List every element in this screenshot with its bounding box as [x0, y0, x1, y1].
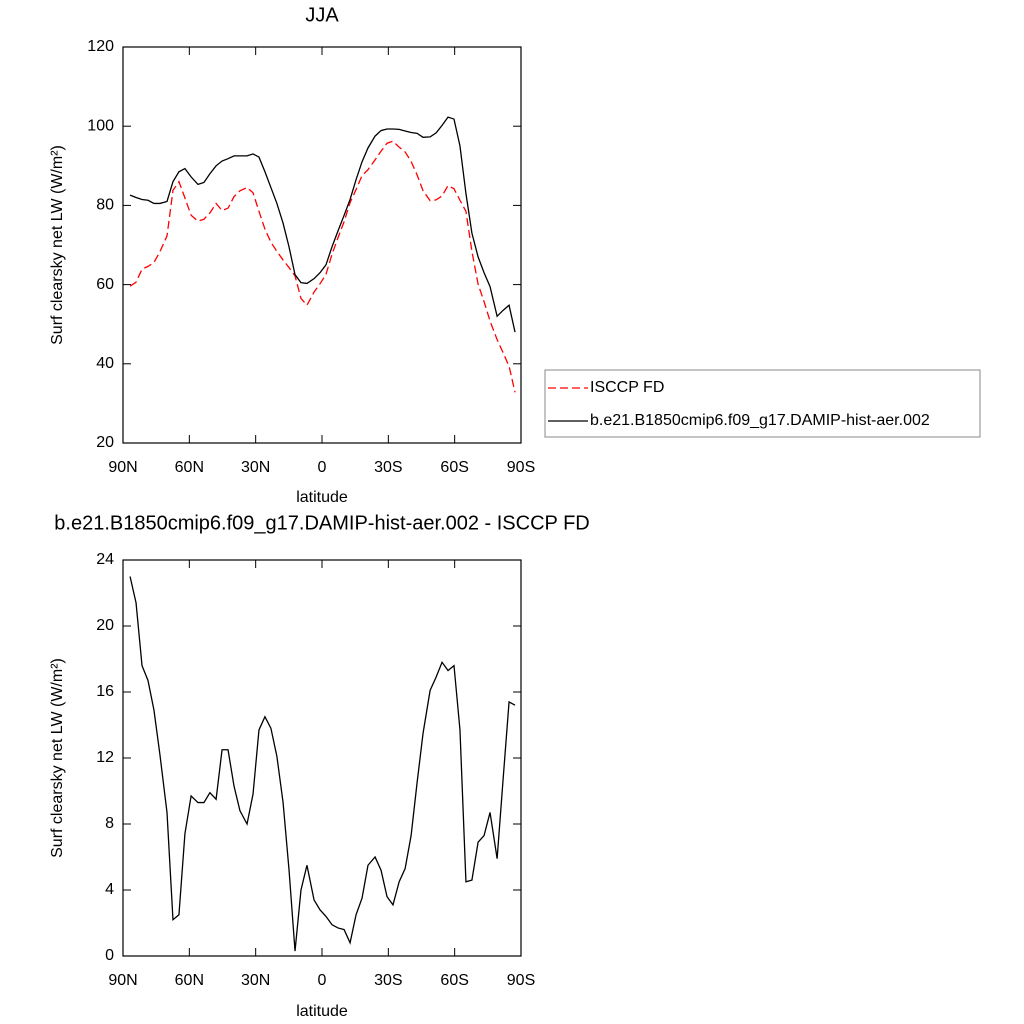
y-tick-label: 20	[96, 617, 114, 634]
y-axis-label: Surf clearsky net LW (W/m²)	[49, 145, 66, 345]
legend-box	[544, 369, 981, 438]
y-tick-label: 60	[96, 276, 114, 293]
x-tick-label: 30S	[374, 972, 402, 989]
x-tick-label: 30N	[241, 972, 270, 989]
x-tick-label: 60N	[175, 459, 204, 476]
plot-frame	[122, 46, 522, 444]
y-tick-label: 16	[96, 683, 114, 700]
chart-title: b.e21.B1850cmip6.f09_g17.DAMIP-hist-aer.…	[54, 512, 589, 534]
x-tick-label: 60S	[440, 459, 468, 476]
x-axis-label: latitude	[296, 489, 348, 506]
x-tick-label: 60S	[440, 972, 468, 989]
series-line	[129, 116, 516, 333]
legend: ISCCP FD b.e21.B1850cmip6.f09_g17.DAMIP-h…	[544, 369, 981, 438]
plot-frame	[122, 559, 522, 957]
y-tick-label: 0	[105, 947, 114, 964]
x-tick-label: 90N	[108, 972, 137, 989]
x-tick-label: 90S	[507, 459, 535, 476]
y-tick-label: 20	[96, 434, 114, 451]
x-tick-label: 90N	[108, 459, 137, 476]
y-tick-label: 4	[105, 881, 114, 898]
x-tick-label: 30S	[374, 459, 402, 476]
y-tick-label: 8	[105, 815, 114, 832]
legend-label: b.e21.B1850cmip6.f09_g17.DAMIP-hist-aer.…	[590, 412, 930, 429]
y-tick-label: 24	[96, 551, 114, 568]
y-tick-label: 80	[96, 197, 114, 214]
x-tick-label: 60N	[175, 972, 204, 989]
x-tick-label: 0	[318, 459, 327, 476]
x-tick-label: 0	[318, 972, 327, 989]
y-tick-label: 100	[87, 117, 114, 134]
x-tick-label: 90S	[507, 972, 535, 989]
y-axis-label: Surf clearsky net LW (W/m²)	[49, 658, 66, 858]
y-tick-label: 12	[96, 749, 114, 766]
x-tick-label: 30N	[241, 459, 270, 476]
chart-title: JJA	[305, 4, 339, 26]
y-tick-label: 120	[87, 38, 114, 55]
y-tick-label: 40	[96, 355, 114, 372]
legend-label: ISCCP FD	[590, 379, 664, 396]
series-line	[129, 576, 516, 952]
x-axis-label: latitude	[296, 1003, 348, 1020]
series-line	[129, 140, 516, 393]
